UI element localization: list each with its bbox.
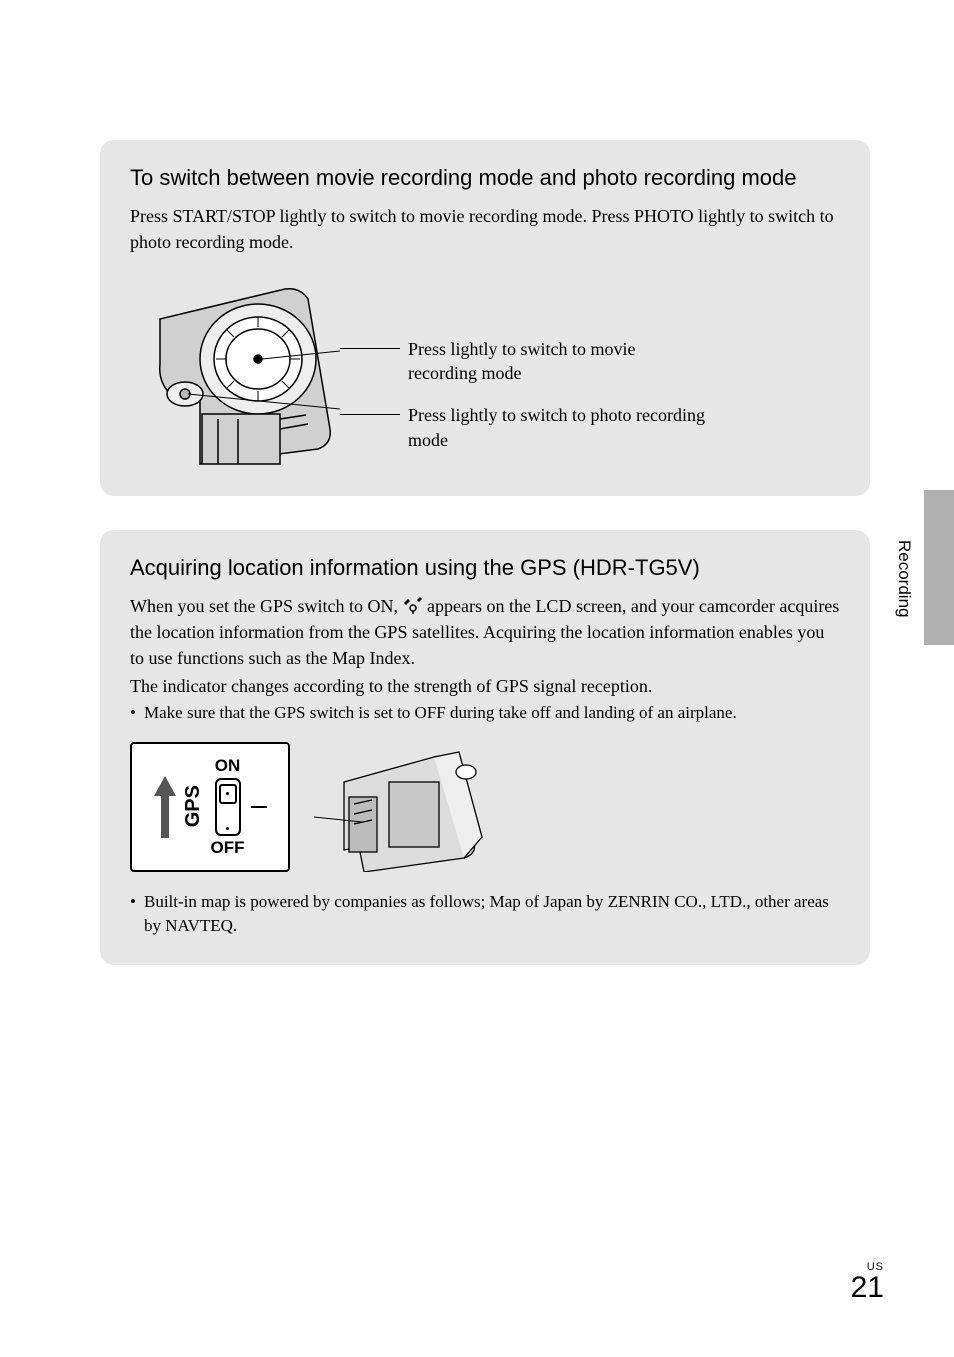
callout-movie-mode: Press lightly to switch to movie recordi… [340, 337, 708, 386]
switch-on-label: ON [215, 756, 241, 776]
gps-satellite-icon [402, 596, 422, 614]
p1-pre: When you set the GPS switch to ON, [130, 596, 402, 616]
up-arrow-icon [154, 776, 176, 838]
callout-leader-line [340, 348, 400, 349]
switch-indicator-line [251, 806, 267, 808]
bullet2-text: Built-in map is powered by companies as … [144, 890, 840, 939]
section-thumb-tab [924, 490, 954, 645]
info-box-recording-mode: To switch between movie recording mode a… [100, 140, 870, 496]
bullet-airplane: • Make sure that the GPS switch is set t… [130, 701, 840, 726]
callout-group: Press lightly to switch to movie recordi… [340, 269, 708, 470]
camcorder-gps-illustration [314, 742, 504, 872]
box1-body: Press START/STOP lightly to switch to mo… [130, 203, 840, 255]
page-number: US 21 [851, 1262, 884, 1303]
gps-switch-illustration: GPS ON OFF [130, 742, 290, 872]
callout1-text: Press lightly to switch to movie recordi… [408, 337, 708, 386]
bullet1-text: Make sure that the GPS switch is set to … [144, 701, 840, 726]
gps-diagram-row: GPS ON OFF [130, 742, 840, 872]
switch-knob [219, 784, 237, 804]
callout-leader-line [340, 414, 400, 415]
page-no: 21 [851, 1271, 884, 1304]
page: To switch between movie recording mode a… [0, 0, 954, 1357]
callout-photo-mode: Press lightly to switch to photo recordi… [340, 403, 708, 452]
box1-heading: To switch between movie recording mode a… [130, 164, 840, 193]
section-side-label: Recording [894, 540, 914, 618]
switch-body: ON OFF [211, 756, 245, 858]
box2-p1: When you set the GPS switch to ON, appea… [130, 593, 840, 671]
box1-diagram: Press lightly to switch to movie recordi… [130, 269, 840, 470]
switch-track [215, 778, 241, 836]
bullet-map-credit: • Built-in map is powered by companies a… [130, 890, 840, 939]
box2-p2: The indicator changes according to the s… [130, 673, 840, 699]
bullet-marker: • [130, 701, 144, 726]
gps-label: GPS [182, 785, 205, 827]
camera-top-illustration [130, 269, 340, 469]
info-box-gps: Acquiring location information using the… [100, 530, 870, 965]
bullet-marker: • [130, 890, 144, 939]
box2-heading: Acquiring location information using the… [130, 554, 840, 583]
switch-off-label: OFF [211, 838, 245, 858]
callout2-text: Press lightly to switch to photo recordi… [408, 403, 708, 452]
